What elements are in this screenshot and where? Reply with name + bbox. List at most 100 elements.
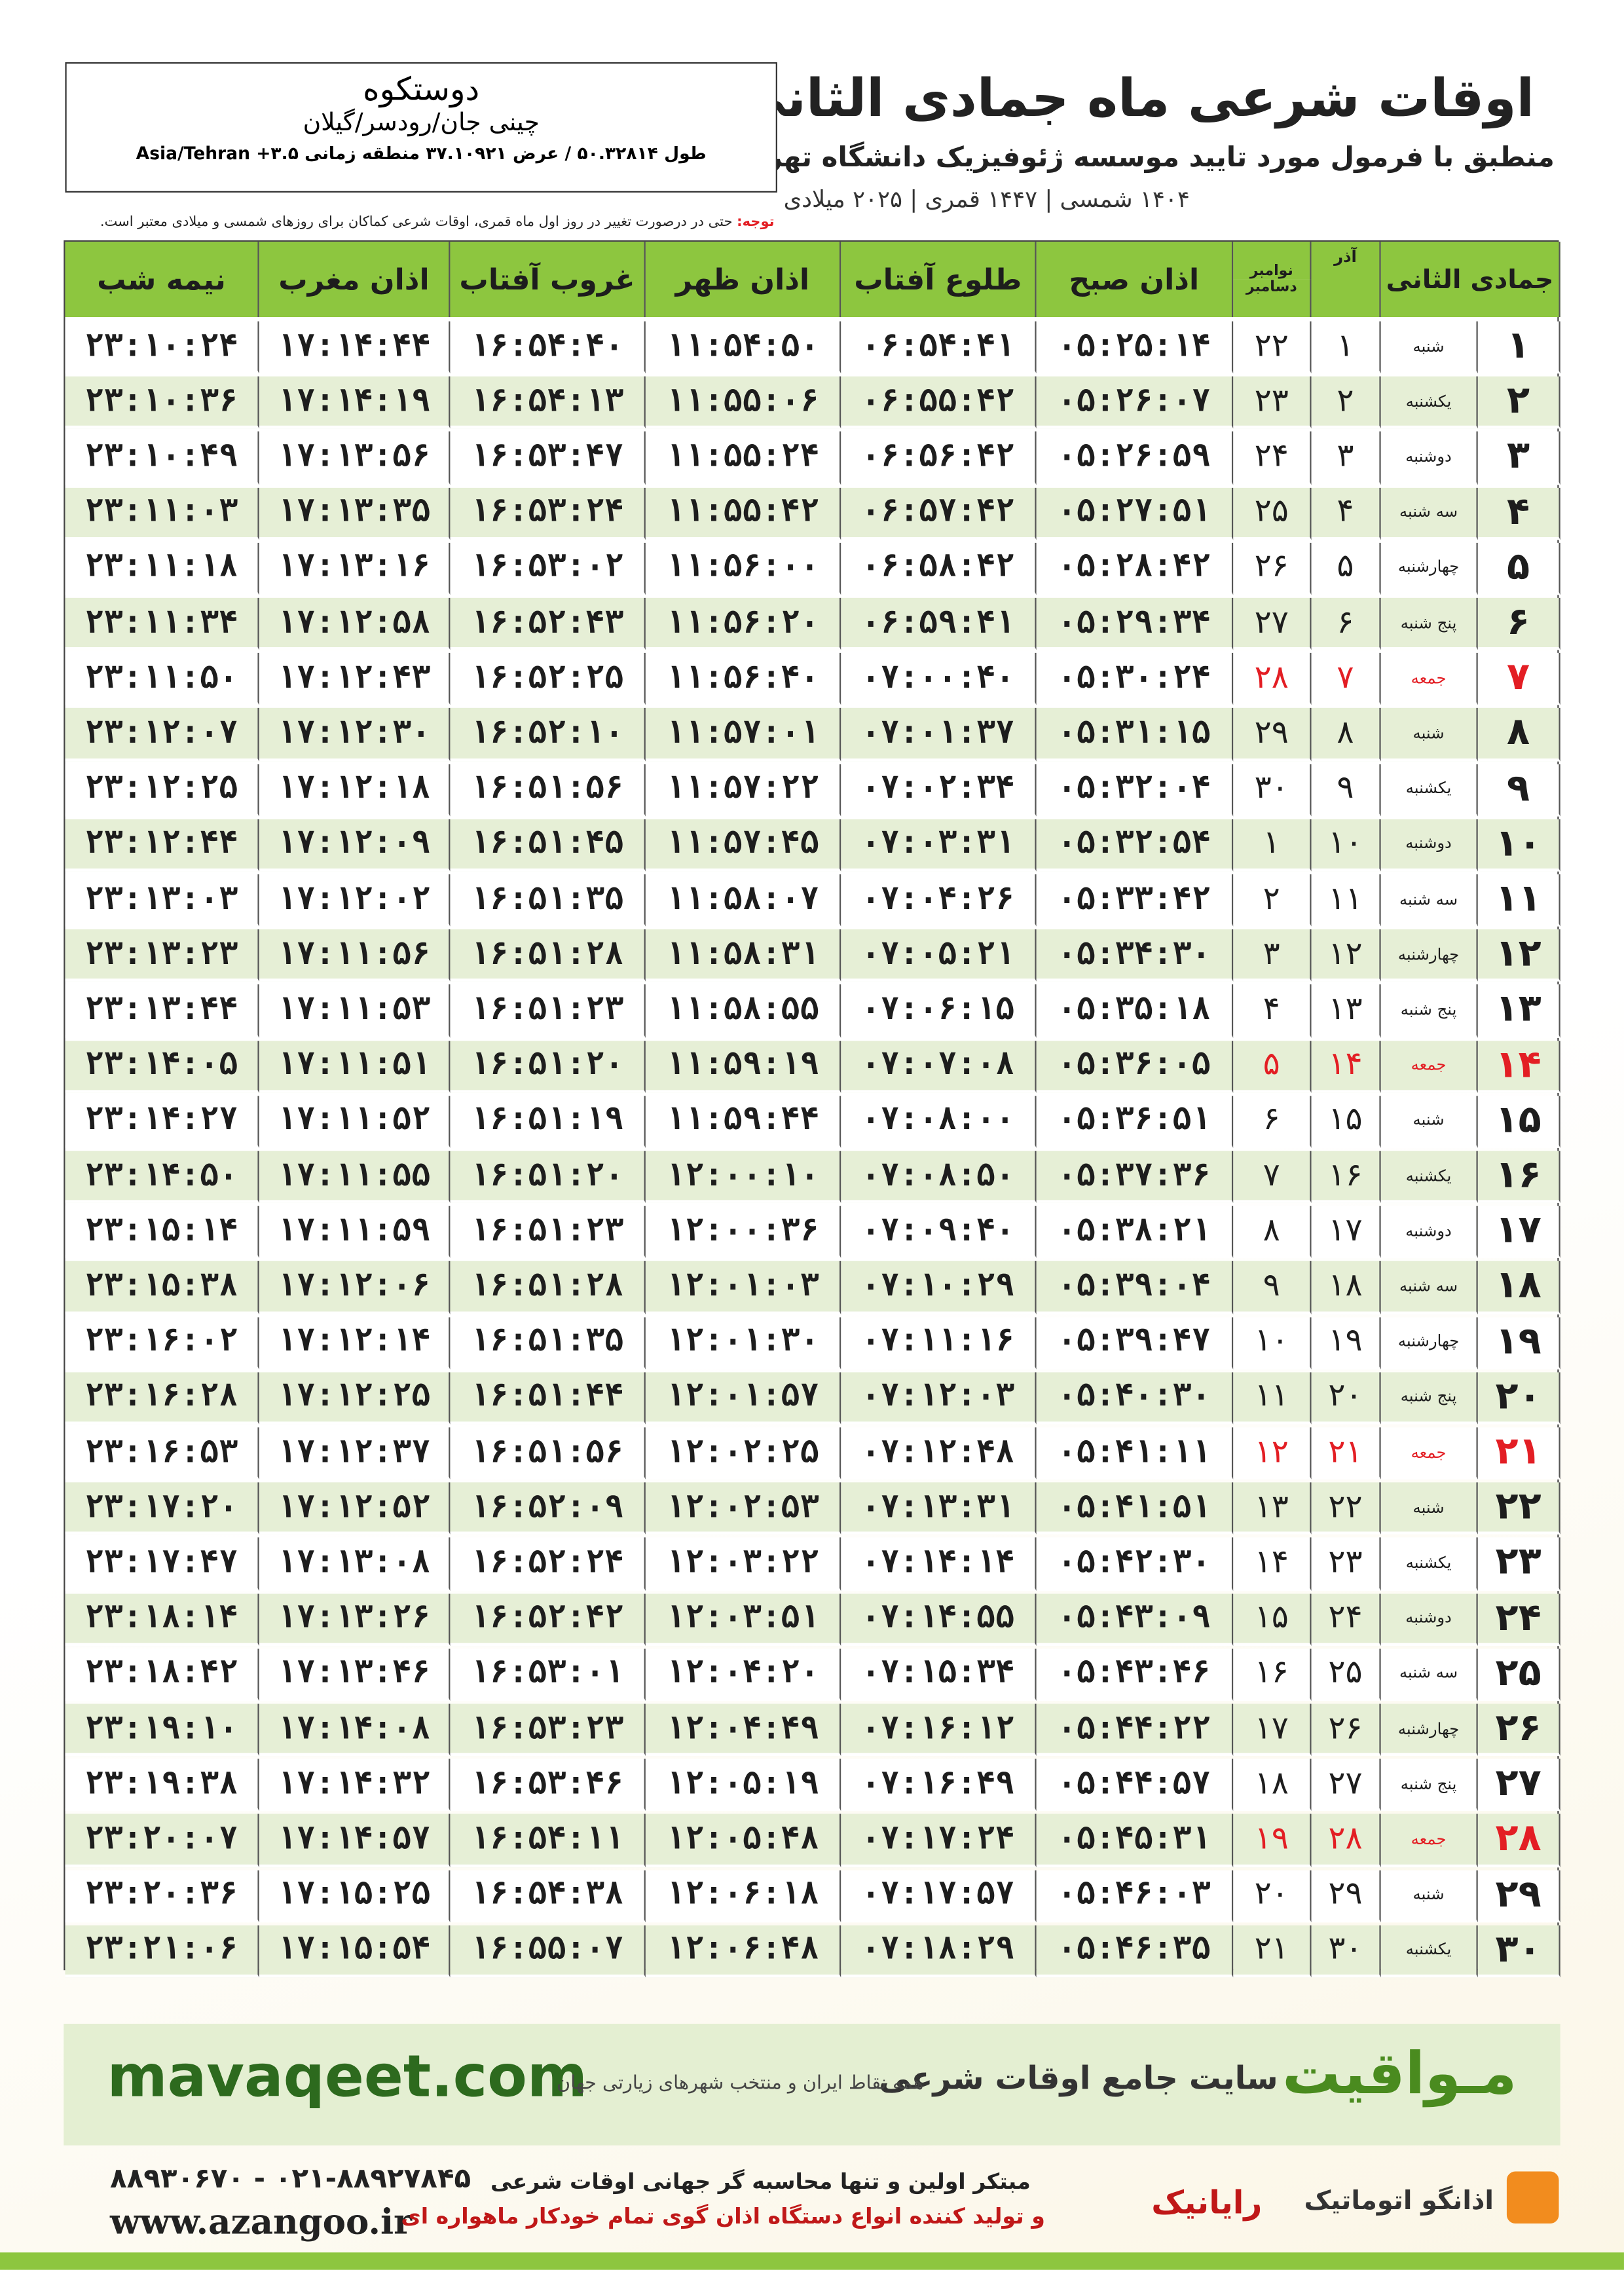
banner-brand: مـواقیت [1282, 2041, 1517, 2108]
time: ۱۶:۵۳:۲۴ [450, 487, 646, 540]
coords: طول ۵۰.۳۲۸۱۴ / عرض ۳۷.۱۰۹۲۱ منطقه زمانی … [136, 143, 707, 164]
hijri-day: ۲۹ [1477, 1869, 1560, 1922]
gregorian-day: ۶ [1233, 1095, 1312, 1148]
azar-day: ۲۳ [1311, 1538, 1381, 1591]
time: ۱۶:۵۱:۲۰ [450, 1040, 646, 1093]
header-december: دسامبر [1233, 279, 1312, 318]
time: ۲۳:۱۷:۲۰ [65, 1482, 259, 1535]
time: ۲۳:۱۹:۳۸ [65, 1758, 259, 1812]
time: ۱۲:۰۲:۲۵ [645, 1427, 841, 1480]
time: ۱۷:۱۱:۵۱ [259, 1040, 451, 1093]
time: ۰۶:۵۶:۴۲ [841, 432, 1037, 485]
time: ۲۳:۱۸:۱۴ [65, 1593, 259, 1646]
gregorian-day: ۲۵ [1233, 487, 1312, 540]
azar-day: ۱۷ [1311, 1206, 1381, 1259]
banner-url[interactable]: mavaqeet.com [107, 2043, 588, 2111]
banner-tagline: سایت جامع اوقات شرعی [879, 2061, 1278, 2098]
weekday: یکشنبه [1380, 377, 1478, 430]
time: ۲۳:۱۲:۲۵ [65, 764, 259, 817]
time: ۱۶:۵۱:۲۸ [450, 1261, 646, 1314]
time: ۲۳:۱۹:۱۰ [65, 1703, 259, 1757]
time: ۱۷:۱۱:۵۶ [259, 929, 451, 982]
time: ۱۷:۱۲:۱۸ [259, 764, 451, 817]
banner-coverage: همه نقاط ایران و منتخب شهرهای زیارتی جها… [556, 2073, 924, 2095]
azar-day: ۱۶ [1311, 1151, 1381, 1204]
time: ۱۲:۰۳:۲۲ [645, 1538, 841, 1591]
time: ۰۵:۳۲:۵۴ [1036, 819, 1234, 872]
time: ۰۵:۴۴:۲۲ [1036, 1703, 1234, 1757]
hijri-day: ۱۵ [1477, 1095, 1560, 1148]
time: ۰۷:۱۵:۳۴ [841, 1648, 1037, 1702]
time: ۰۷:۱۰:۲۹ [841, 1261, 1037, 1314]
hijri-day: ۲۱ [1477, 1427, 1560, 1480]
weekday: شنبه [1380, 1869, 1478, 1922]
azar-day: ۱۹ [1311, 1316, 1381, 1369]
time: ۲۳:۱۰:۳۶ [65, 377, 259, 430]
azar-day: ۱۵ [1311, 1095, 1381, 1148]
time: ۰۷:۰۸:۰۰ [841, 1095, 1037, 1148]
time: ۱۷:۱۵:۵۴ [259, 1925, 451, 1978]
weekday: جمعه [1380, 1814, 1478, 1867]
gregorian-day: ۲۷ [1233, 597, 1312, 650]
gregorian-day: ۱۹ [1233, 1814, 1312, 1867]
header-time: نیمه شب [65, 242, 259, 318]
azar-day: ۲۶ [1311, 1703, 1381, 1757]
time: ۰۶:۵۸:۴۲ [841, 542, 1037, 595]
azar-day: ۲۹ [1311, 1869, 1381, 1922]
time: ۲۳:۱۴:۰۵ [65, 1040, 259, 1093]
time: ۱۱:۵۴:۵۰ [645, 321, 841, 374]
time: ۰۶:۵۷:۴۲ [841, 487, 1037, 540]
time: ۱۷:۱۳:۱۶ [259, 542, 451, 595]
time: ۱۲:۰۵:۱۹ [645, 1758, 841, 1812]
time: ۲۳:۱۰:۴۹ [65, 432, 259, 485]
time: ۱۶:۵۱:۱۹ [450, 1095, 646, 1148]
hijri-day: ۳ [1477, 432, 1560, 485]
weekday: پنج شنبه [1380, 597, 1478, 650]
time: ۱۲:۰۴:۴۹ [645, 1703, 841, 1757]
time: ۱۶:۵۲:۱۰ [450, 708, 646, 761]
time: ۱۷:۱۲:۰۲ [259, 874, 451, 927]
hijri-day: ۱۲ [1477, 929, 1560, 982]
hijri-day: ۸ [1477, 708, 1560, 761]
azar-day: ۳۰ [1311, 1925, 1381, 1978]
weekday: سه شنبه [1380, 487, 1478, 540]
time: ۰۷:۰۵:۲۱ [841, 929, 1037, 982]
time: ۰۶:۵۴:۴۱ [841, 321, 1037, 374]
header-time: اذان صبح [1036, 242, 1234, 318]
time: ۱۶:۵۳:۰۱ [450, 1648, 646, 1702]
time: ۱۶:۵۲:۲۵ [450, 653, 646, 706]
time: ۰۷:۰۸:۵۰ [841, 1151, 1037, 1204]
time: ۱۶:۵۳:۰۲ [450, 542, 646, 595]
time: ۰۵:۴۳:۴۶ [1036, 1648, 1234, 1702]
city: دوستکوه [363, 72, 480, 109]
weekday: شنبه [1380, 321, 1478, 374]
weekday: جمعه [1380, 1040, 1478, 1093]
time: ۱۶:۵۱:۴۴ [450, 1371, 646, 1424]
time: ۱۷:۱۱:۵۹ [259, 1206, 451, 1259]
time: ۰۷:۱۶:۴۹ [841, 1758, 1037, 1812]
time: ۰۵:۲۶:۰۷ [1036, 377, 1234, 430]
time: ۰۵:۲۹:۳۴ [1036, 597, 1234, 650]
time: ۱۷:۱۱:۵۵ [259, 1151, 451, 1204]
time: ۲۳:۱۳:۰۳ [65, 874, 259, 927]
hijri-day: ۷ [1477, 653, 1560, 706]
time: ۰۷:۱۸:۲۹ [841, 1925, 1037, 1978]
weekday: سه شنبه [1380, 1648, 1478, 1702]
azar-day: ۲۷ [1311, 1758, 1381, 1812]
gregorian-day: ۱۷ [1233, 1703, 1312, 1757]
banner: mavaqeet.com مـواقیت سایت جامع اوقات شرع… [64, 2023, 1560, 2146]
azar-day: ۳ [1311, 432, 1381, 485]
time: ۰۵:۳۸:۲۱ [1036, 1206, 1234, 1259]
note: توجه: حتی در درصورت تغییر در روز اول ماه… [100, 214, 775, 230]
hijri-day: ۲۶ [1477, 1703, 1560, 1757]
time: ۱۶:۵۲:۴۲ [450, 1593, 646, 1646]
time: ۱۶:۵۳:۴۶ [450, 1758, 646, 1812]
time: ۱۶:۵۲:۰۹ [450, 1482, 646, 1535]
website[interactable]: www.azangoo.ir [109, 2200, 413, 2242]
time: ۰۷:۱۶:۱۲ [841, 1703, 1037, 1757]
time: ۰۵:۴۶:۰۳ [1036, 1869, 1234, 1922]
time: ۱۱:۵۶:۲۰ [645, 597, 841, 650]
time: ۲۳:۲۱:۰۶ [65, 1925, 259, 1978]
weekday: شنبه [1380, 708, 1478, 761]
